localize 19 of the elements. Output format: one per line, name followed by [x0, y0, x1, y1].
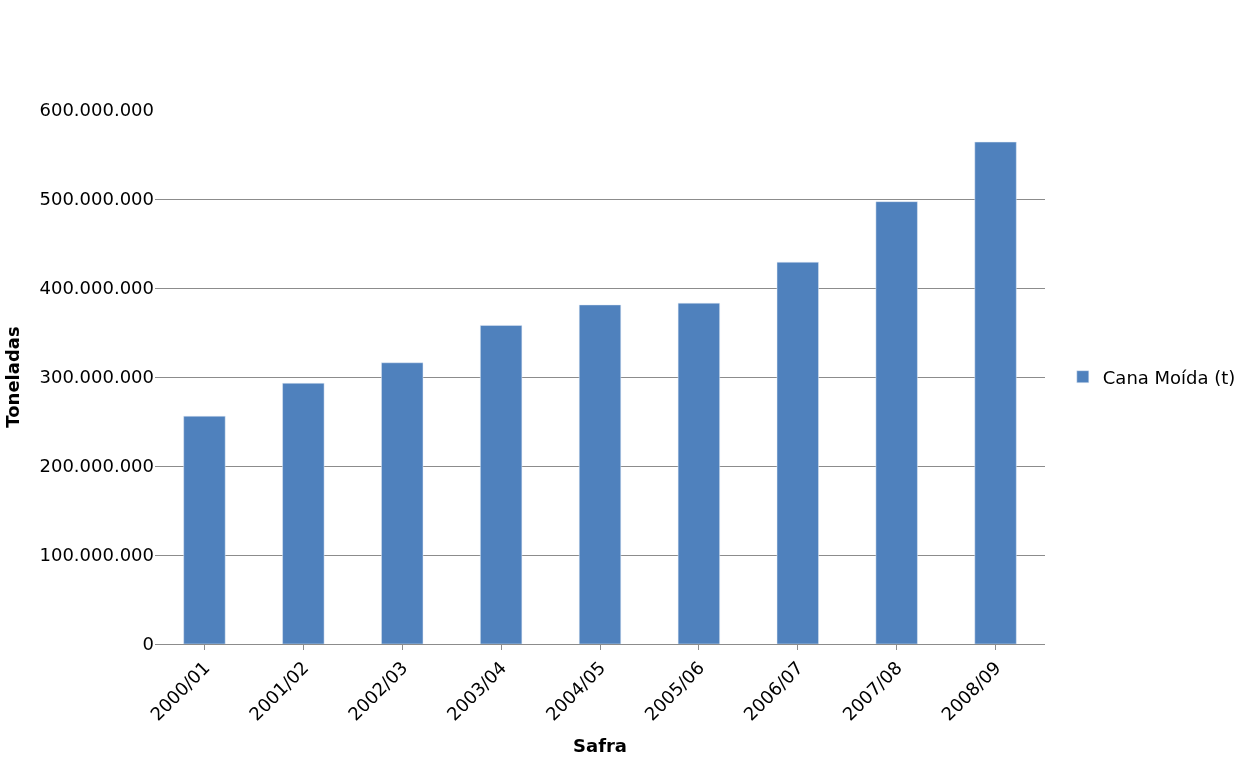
bar	[875, 201, 918, 644]
y-tick-label: 400.000.000	[39, 277, 154, 299]
y-tick-label: 100.000.000	[39, 544, 154, 566]
bar	[677, 302, 720, 644]
y-tick-label: 600.000.000	[39, 99, 154, 121]
bar	[776, 261, 819, 644]
bar	[578, 304, 622, 644]
y-tick-label: 0	[142, 633, 154, 655]
y-tick-label: 200.000.000	[39, 455, 154, 477]
legend-label: Cana Moída (t)	[1102, 366, 1236, 388]
y-tick-label: 300.000.000	[39, 366, 154, 388]
bar	[480, 325, 523, 644]
y-axis-title: Toneladas	[1, 326, 23, 428]
x-axis-title: Safra	[573, 734, 627, 756]
bar	[381, 362, 424, 644]
bar	[282, 382, 325, 644]
bar	[974, 141, 1017, 644]
bar	[183, 415, 226, 644]
y-tick-label: 500.000.000	[39, 188, 154, 210]
